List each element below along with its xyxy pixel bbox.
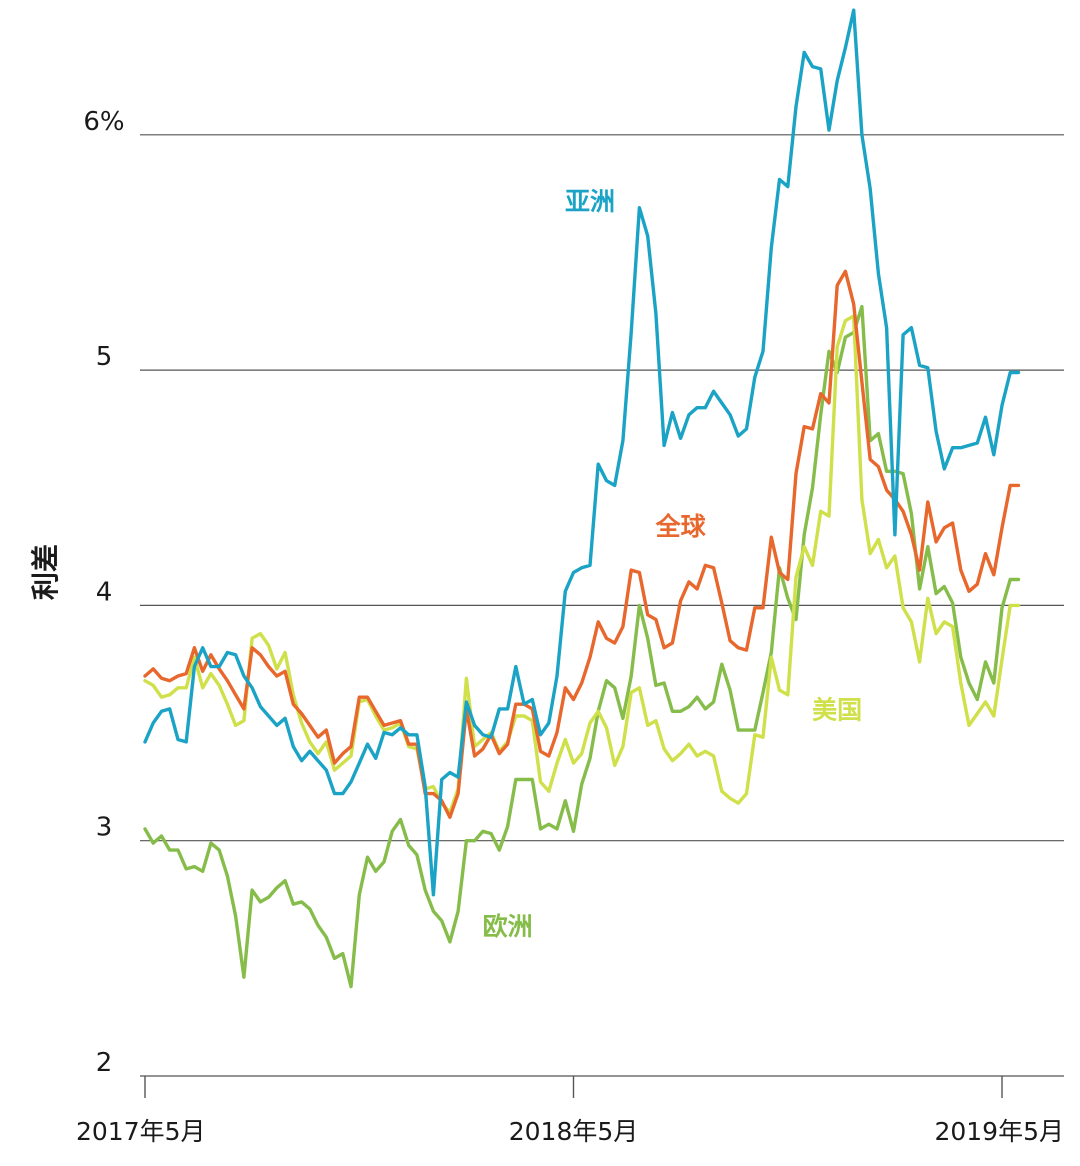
series-line-global <box>143 269 1021 819</box>
x-tick-label: 2019年5月 <box>934 1117 1064 1146</box>
series-label-asia: 亚洲 <box>565 187 615 216</box>
series-label-europe: 欧洲 <box>483 912 533 941</box>
y-axis-tick-labels: 2 3 4 5 6% <box>83 107 124 1078</box>
series-label-global: 全球 <box>655 512 707 541</box>
x-tick-label: 2018年5月 <box>509 1117 639 1146</box>
series-label-us: 美国 <box>812 695 862 724</box>
y-tick-label: 2 <box>96 1048 113 1078</box>
x-axis <box>140 1075 1064 1098</box>
series-line-us <box>143 314 1021 815</box>
y-tick-label: 6% <box>83 107 124 137</box>
y-axis-label: 利差 <box>29 544 62 600</box>
gridlines <box>140 134 1064 842</box>
y-tick-label: 3 <box>96 813 113 843</box>
y-tick-label: 4 <box>96 577 113 607</box>
x-axis-tick-labels: 2017年5月 2018年5月 2019年5月 <box>76 1117 1064 1146</box>
series-line-europe <box>143 304 1021 989</box>
y-tick-label: 5 <box>96 342 113 372</box>
x-tick-label: 2017年5月 <box>76 1117 206 1146</box>
series-lines <box>143 8 1021 989</box>
series-line-asia <box>143 8 1021 897</box>
